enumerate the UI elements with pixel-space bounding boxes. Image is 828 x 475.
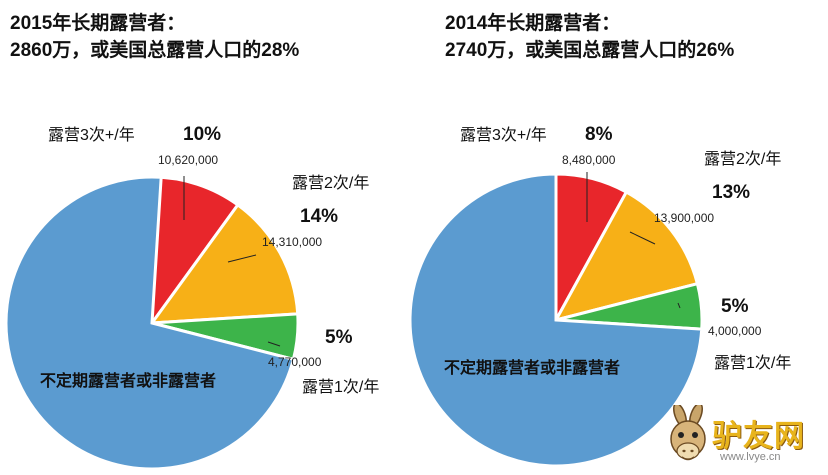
percent-label-2014-camp-3x: 8% [585, 124, 613, 145]
pie-chart-2015: 不定期露营者或非露营者 露营3次+/年 10% 10,620,000 露营2次/年 14%… [4, 124, 379, 471]
leader-line-2014-camp-1x [677, 302, 681, 309]
percent-label-2015-camp-3x: 10% [183, 124, 221, 145]
value-label-2014-camp-3x: 8,480,000 [562, 153, 616, 167]
chart-title-2014-line2: 2740万，或美国总露营人口的26% [445, 40, 735, 61]
slice-name-2014-unscheduled: 不定期露营者或非露营者 [444, 358, 620, 377]
pie-slice-2015-camp-2x [148, 202, 300, 325]
slice-name-2015-camp-1x: 露营1次/年 [302, 378, 379, 396]
slice-name-2014-camp-1x: 露营1次/年 [714, 354, 791, 372]
value-label-2015-camp-1x: 4,770,000 [268, 355, 322, 369]
chart-title-2014-line1: 2014年长期露营者： [445, 13, 621, 34]
pie-slice-2014-unscheduled [408, 172, 704, 468]
watermark-logo: 驴友网 [712, 420, 805, 453]
value-label-2014-camp-2x: 13,900,000 [654, 211, 714, 225]
value-label-2014-camp-1x: 4,000,000 [708, 324, 762, 338]
slice-name-2014-camp-2x: 露营2次/年 [704, 150, 781, 168]
percent-label-2014-camp-2x: 13% [712, 182, 750, 203]
slice-name-2015-camp-3x: 露营3次+/年 [48, 126, 135, 144]
slice-name-2015-camp-2x: 露营2次/年 [292, 174, 369, 192]
slice-name-2015-unscheduled: 不定期露营者或非露营者 [40, 371, 216, 390]
percent-label-2015-camp-1x: 5% [325, 327, 353, 348]
leader-line-2015-camp-2x [227, 254, 257, 263]
chart-title-2015: 2015年长期露营者： 2860万，或美国总露营人口的28% [10, 10, 299, 64]
watermark: 驴友网 www.lvye.cn [662, 405, 822, 471]
chart-title-2015-line1: 2015年长期露营者： [10, 13, 186, 34]
chart-title-2014: 2014年长期露营者： 2740万，或美国总露营人口的26% [445, 10, 734, 64]
pie-chart-2014: 不定期露营者或非露营者 露营3次+/年 8% 8,480,000 露营2次/年 13% 13… [408, 124, 791, 468]
percent-label-2015-camp-2x: 14% [300, 206, 338, 227]
value-label-2015-camp-3x: 10,620,000 [158, 153, 218, 167]
slice-name-2014-camp-3x: 露营3次+/年 [460, 126, 547, 144]
percent-label-2014-camp-1x: 5% [721, 296, 749, 317]
leader-line-2015-camp-1x [267, 341, 281, 347]
pie-slice-2014-camp-2x [553, 190, 700, 323]
watermark-url: www.lvye.cn [720, 451, 781, 463]
value-label-2015-camp-2x: 14,310,000 [262, 235, 322, 249]
leader-line-2014-camp-2x [629, 231, 656, 245]
donkey-mascot-icon [670, 405, 706, 461]
chart-title-2015-line2: 2860万，或美国总露营人口的28% [10, 40, 300, 61]
pie-slice-2015-unscheduled [4, 175, 296, 471]
